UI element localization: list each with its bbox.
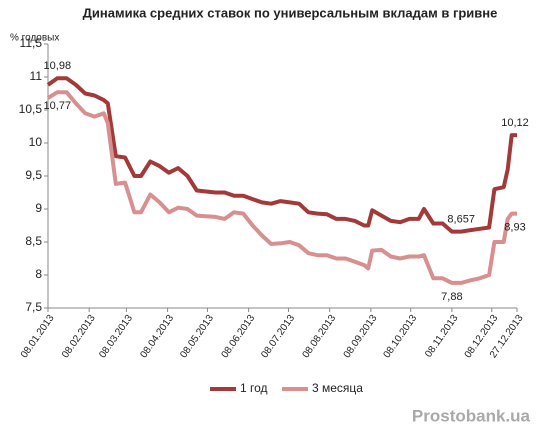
x-tick-label: 08.01.2013 [19, 313, 57, 361]
x-tick-label: 08.03.2013 [97, 313, 135, 361]
x-tick-label: 08.02.2013 [60, 313, 98, 361]
x-tick-label: 08.05.2013 [178, 313, 216, 361]
y-tick-label: 11 [30, 69, 43, 83]
chart-title: Динамика средних ставок по универсальным… [83, 5, 498, 20]
x-tick-label: 08.08.2013 [301, 313, 339, 361]
x-tick-label: 08.04.2013 [138, 313, 176, 361]
x-tick-label: 08.10.2013 [382, 313, 420, 361]
y-tick-label: 7,5 [25, 300, 42, 314]
x-tick-label: 08.07.2013 [259, 313, 297, 361]
watermark: Prostobank.ua [412, 406, 531, 425]
y-tick-label: 10 [29, 135, 43, 149]
x-tick-label: 08.06.2013 [220, 313, 258, 361]
data-label: 10,98 [44, 60, 72, 72]
x-tick-label: 08.09.2013 [342, 313, 380, 361]
x-tick-label: 08.11.2013 [423, 313, 461, 360]
y-tick-label: 9 [35, 201, 42, 215]
data-label: 10,12 [501, 117, 529, 129]
legend-label: 3 месяца [312, 381, 363, 395]
data-label: 7,88 [441, 291, 462, 303]
y-axis-label: % годовых [10, 33, 59, 44]
data-label: 10,77 [44, 100, 72, 112]
legend-label: 1 год [240, 381, 268, 395]
series-line [46, 90, 517, 285]
y-tick-label: 11,5 [20, 36, 43, 50]
y-tick-label: 8,5 [25, 234, 42, 248]
data-label: 8,657 [447, 214, 475, 226]
series-line [46, 76, 517, 234]
y-tick-label: 9,5 [25, 168, 42, 182]
y-tick-label: 8 [35, 267, 42, 281]
data-label: 8,93 [504, 222, 525, 234]
y-tick-label: 10,5 [19, 102, 43, 116]
